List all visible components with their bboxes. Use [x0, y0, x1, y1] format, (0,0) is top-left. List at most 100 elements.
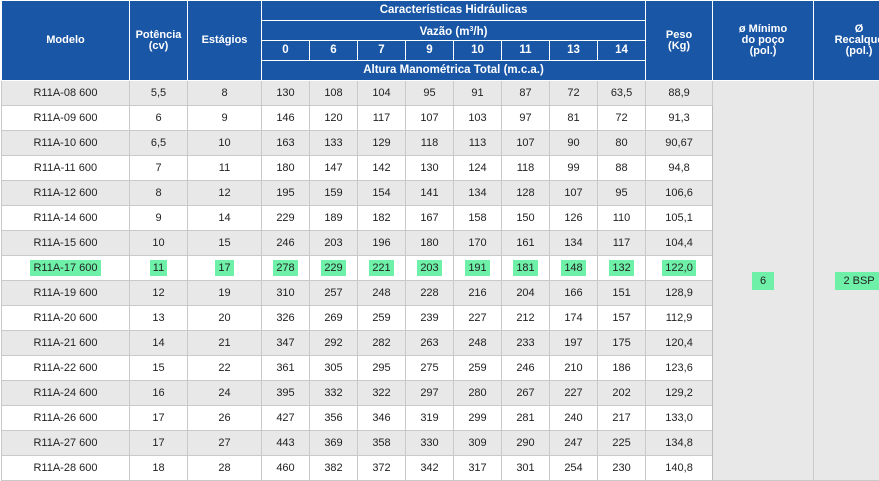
modelo-cell-value: R11A-20 600 — [33, 312, 97, 324]
altura-cell-value: 292 — [324, 337, 342, 349]
modelo-cell-value: R11A-09 600 — [33, 112, 97, 124]
altura-cell: 117 — [358, 106, 406, 131]
modelo-cell-value: R11A-15 600 — [33, 237, 97, 249]
altura-cell-value: 280 — [468, 387, 486, 399]
altura-cell-value: 221 — [369, 260, 393, 276]
peso-cell-value: 122,0 — [662, 260, 696, 276]
header-altura: Altura Manométrica Total (m.c.a.) — [262, 61, 646, 81]
peso-cell: 105,1 — [646, 206, 713, 231]
peso-cell-value: 133,0 — [665, 412, 693, 424]
potencia-cell: 8 — [130, 181, 188, 206]
peso-cell: 106,6 — [646, 181, 713, 206]
altura-cell-value: 150 — [516, 212, 534, 224]
altura-cell: 128 — [502, 181, 550, 206]
altura-cell: 239 — [406, 306, 454, 331]
altura-cell-value: 87 — [519, 87, 531, 99]
altura-cell-value: 80 — [615, 137, 627, 149]
potencia-cell-value: 15 — [152, 362, 164, 374]
altura-cell: 395 — [262, 381, 310, 406]
altura-cell-value: 240 — [564, 412, 582, 424]
header-peso-unit: (Kg) — [668, 40, 690, 52]
altura-cell: 104 — [358, 81, 406, 106]
peso-cell-value: 140,8 — [665, 462, 693, 474]
altura-cell: 130 — [406, 156, 454, 181]
modelo-cell-value: R11A-11 600 — [34, 162, 97, 174]
altura-cell-value: 134 — [468, 187, 486, 199]
altura-cell-value: 107 — [516, 137, 534, 149]
modelo-cell: R11A-26 600 — [2, 406, 130, 431]
potencia-cell-value: 6,5 — [151, 137, 166, 149]
peso-cell-value: 112,9 — [666, 312, 693, 324]
altura-cell-value: 317 — [468, 462, 486, 474]
peso-cell-value: 88,9 — [668, 87, 689, 99]
altura-cell: 134 — [454, 181, 502, 206]
altura-cell: 166 — [550, 281, 598, 306]
altura-cell: 246 — [502, 356, 550, 381]
altura-cell-value: 246 — [516, 362, 534, 374]
minimo-poco-cell: 6 — [713, 81, 814, 481]
altura-cell: 80 — [598, 131, 646, 156]
altura-cell-value: 203 — [324, 237, 342, 249]
modelo-cell: R11A-24 600 — [2, 381, 130, 406]
potencia-cell: 14 — [130, 331, 188, 356]
altura-cell: 142 — [358, 156, 406, 181]
altura-cell-value: 281 — [516, 412, 534, 424]
header-recalque-unit: (pol.) — [846, 45, 873, 57]
potencia-cell: 12 — [130, 281, 188, 306]
altura-cell: 159 — [310, 181, 358, 206]
altura-cell-value: 282 — [372, 337, 390, 349]
flow-column-header: 13 — [550, 41, 598, 61]
altura-cell-value: 309 — [468, 437, 486, 449]
altura-cell: 95 — [406, 81, 454, 106]
estagios-cell-value: 27 — [218, 437, 230, 449]
potencia-cell: 18 — [130, 456, 188, 481]
altura-cell: 278 — [262, 256, 310, 281]
altura-cell: 227 — [550, 381, 598, 406]
header-vazao-unit: /h) — [473, 26, 487, 38]
altura-cell: 107 — [406, 106, 454, 131]
altura-cell-value: 227 — [468, 312, 486, 324]
potencia-cell: 10 — [130, 231, 188, 256]
estagios-cell: 20 — [188, 306, 262, 331]
header-modelo: Modelo — [2, 1, 130, 81]
potencia-cell: 5,5 — [130, 81, 188, 106]
altura-cell-value: 248 — [468, 337, 486, 349]
potencia-cell-value: 17 — [152, 412, 164, 424]
altura-cell: 347 — [262, 331, 310, 356]
altura-cell-value: 263 — [420, 337, 438, 349]
altura-cell: 290 — [502, 431, 550, 456]
peso-cell-value: 105,1 — [665, 212, 693, 224]
altura-cell: 257 — [310, 281, 358, 306]
altura-cell: 269 — [310, 306, 358, 331]
potencia-cell-value: 11 — [150, 260, 167, 276]
potencia-cell: 15 — [130, 356, 188, 381]
flow-column-header: 10 — [454, 41, 502, 61]
altura-cell-value: 297 — [420, 387, 438, 399]
altura-cell: 107 — [502, 131, 550, 156]
altura-cell-value: 129 — [372, 137, 390, 149]
altura-cell-value: 216 — [468, 287, 486, 299]
potencia-cell: 16 — [130, 381, 188, 406]
peso-cell: 90,67 — [646, 131, 713, 156]
peso-cell-value: 104,4 — [665, 237, 693, 249]
altura-cell-value: 141 — [420, 187, 438, 199]
peso-cell-value: 91,3 — [668, 112, 689, 124]
modelo-cell: R11A-20 600 — [2, 306, 130, 331]
altura-cell: 189 — [310, 206, 358, 231]
altura-cell-value: 248 — [372, 287, 390, 299]
altura-cell: 134 — [550, 231, 598, 256]
altura-cell-value: 113 — [469, 137, 487, 149]
altura-cell-value: 330 — [420, 437, 438, 449]
altura-cell: 158 — [454, 206, 502, 231]
altura-cell: 212 — [502, 306, 550, 331]
altura-cell: 170 — [454, 231, 502, 256]
altura-cell-value: 158 — [468, 212, 486, 224]
altura-cell: 356 — [310, 406, 358, 431]
altura-cell-value: 175 — [612, 337, 630, 349]
potencia-cell: 9 — [130, 206, 188, 231]
altura-cell-value: 326 — [276, 312, 294, 324]
altura-cell-value: 278 — [273, 260, 297, 276]
